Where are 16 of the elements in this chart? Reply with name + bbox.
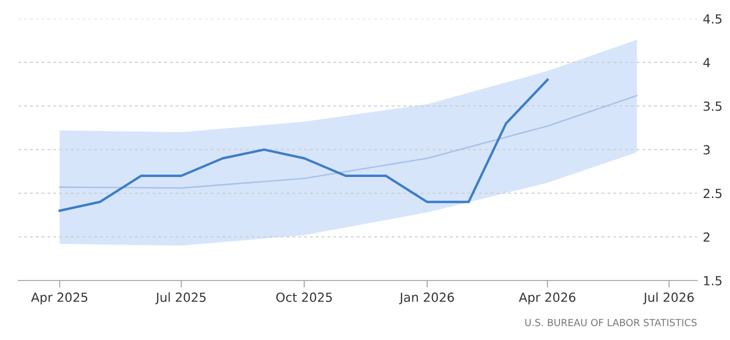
x-tick-label: Apr 2025: [31, 292, 88, 304]
y-tick-label: 2: [704, 232, 710, 242]
y-tick-label: 4: [703, 58, 710, 68]
text: U.S. BUREAU OF LABOR STATISTICS: [525, 318, 697, 326]
y-tick-label: 1.5: [704, 276, 722, 286]
line-series: [58, 78, 549, 212]
y-tick-label: 2.5: [704, 188, 722, 198]
x-tick-label: Oct 2025: [276, 292, 332, 302]
x-tick-label: Jul 2026: [643, 292, 694, 304]
y-tick-label: 4.5: [703, 14, 722, 24]
x-tick-label: Jan 2026: [399, 292, 454, 304]
line-series: [58, 94, 638, 189]
x-tick-label: Jul 2025: [155, 292, 206, 304]
y-tick-label: 3: [704, 145, 710, 155]
x-tick-label: Apr 2026: [518, 292, 576, 304]
y-tick-label: 3.5: [704, 101, 722, 111]
